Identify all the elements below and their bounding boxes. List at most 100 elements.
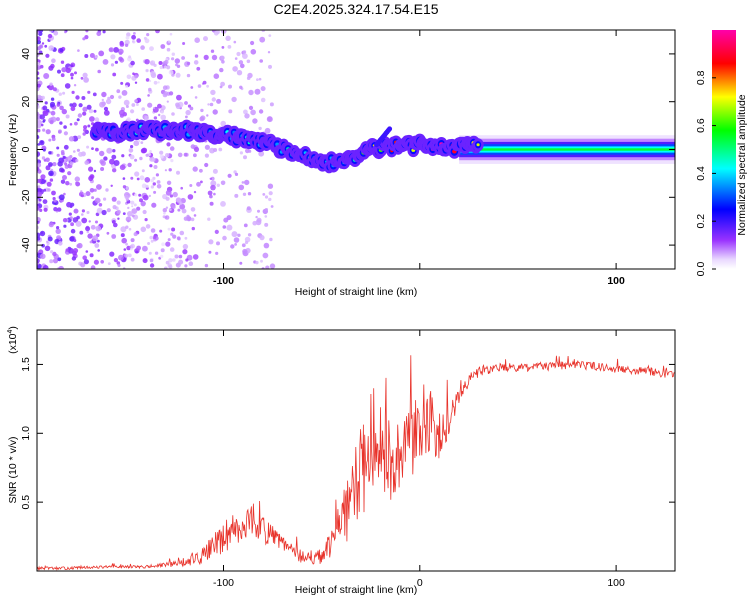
noise-blob	[244, 240, 249, 245]
noise-blob	[228, 84, 232, 89]
noise-blob	[109, 158, 115, 165]
noise-blob	[103, 110, 110, 116]
carrier-band-layer-5	[459, 148, 675, 151]
noise-blob	[37, 94, 42, 100]
noise-blob	[62, 155, 66, 159]
spec-y-tick-label: 40	[20, 48, 32, 60]
noise-blob	[88, 175, 94, 181]
colorbar-tick-label: 0.0	[695, 262, 707, 277]
noise-blob	[140, 226, 147, 233]
noise-blob	[218, 147, 223, 152]
noise-blob	[143, 36, 147, 40]
noise-blob	[83, 259, 89, 265]
noise-blob	[58, 194, 65, 201]
noise-blob	[163, 212, 166, 215]
noise-blob	[52, 162, 57, 167]
noise-blob	[77, 49, 80, 52]
noise-blob	[72, 248, 79, 254]
noise-blob	[227, 173, 232, 178]
noise-blob	[100, 260, 104, 264]
noise-blob	[82, 37, 86, 41]
noise-blob	[196, 66, 201, 71]
noise-blob	[72, 102, 77, 108]
noise-blob	[128, 227, 132, 231]
noise-blob	[170, 204, 174, 207]
snr-frame	[36, 329, 676, 572]
noise-blob	[37, 185, 41, 189]
noise-blob	[157, 81, 160, 84]
noise-blob	[264, 222, 269, 227]
noise-blob	[174, 254, 179, 259]
noise-blob	[158, 256, 162, 260]
noise-blob	[161, 242, 166, 247]
noise-blob	[212, 109, 218, 115]
noise-blob	[56, 103, 60, 107]
noise-blob	[106, 231, 110, 235]
noise-blob	[111, 234, 117, 239]
noise-blob	[153, 165, 158, 169]
noise-blob	[80, 262, 86, 268]
noise-blob	[230, 244, 235, 249]
colorbar-tick-label: 0.6	[695, 118, 707, 133]
noise-blob	[149, 46, 154, 51]
snr-x-ticks: -100 0 100	[213, 330, 625, 589]
noise-blob	[47, 188, 51, 192]
noise-blob	[196, 181, 201, 187]
noise-blob	[137, 140, 141, 143]
noise-blob	[82, 132, 86, 136]
snr-y-label: SNR (10 * v/v)	[7, 436, 19, 503]
snr-y-ticks: 0.5 1.0 1.5	[20, 357, 675, 509]
noise-blob	[48, 222, 54, 228]
noise-blob	[194, 96, 198, 99]
noise-blob	[73, 208, 79, 214]
noise-blob	[166, 47, 171, 52]
noise-blob	[80, 76, 84, 80]
noise-blob	[211, 97, 216, 102]
noise-blob	[200, 180, 203, 184]
noise-blob	[269, 263, 276, 269]
noise-blob	[269, 237, 273, 242]
noise-blob	[169, 91, 174, 96]
noise-blob	[48, 45, 54, 51]
noise-blob	[88, 220, 91, 223]
noise-blob	[89, 116, 95, 122]
noise-blob	[178, 259, 184, 265]
noise-blob	[52, 258, 59, 264]
noise-blob	[203, 54, 209, 61]
noise-blob	[130, 247, 133, 251]
noise-blob	[171, 112, 175, 116]
noise-blob	[39, 208, 43, 212]
noise-blob	[246, 76, 251, 80]
noise-blob	[136, 206, 141, 211]
noise-blob	[220, 180, 226, 186]
noise-blob	[168, 40, 171, 43]
noise-blob	[63, 224, 67, 228]
noise-blob	[45, 53, 50, 58]
noise-blob	[85, 250, 89, 253]
noise-blob	[140, 141, 144, 145]
noise-blob	[120, 81, 124, 85]
noise-blob	[145, 78, 150, 82]
noise-blob	[231, 96, 237, 103]
noise-blob	[37, 178, 40, 184]
noise-blob	[151, 202, 157, 208]
noise-blob	[140, 148, 146, 154]
noise-blob	[51, 137, 56, 142]
noise-blob	[116, 209, 121, 215]
noise-blob	[241, 181, 245, 184]
noise-blob	[136, 245, 142, 251]
noise-blob	[66, 201, 72, 208]
noise-blob	[213, 73, 220, 79]
noise-blob	[258, 150, 265, 157]
noise-blob	[210, 176, 215, 181]
noise-blob	[81, 213, 84, 216]
noise-blob	[168, 69, 174, 75]
noise-blob	[216, 183, 220, 187]
noise-blob	[247, 233, 252, 237]
noise-blob	[102, 30, 106, 34]
noise-blob	[130, 109, 135, 114]
noise-blob	[49, 120, 54, 125]
noise-blob	[240, 63, 245, 69]
noise-blob	[37, 166, 40, 172]
noise-blob	[37, 128, 41, 133]
